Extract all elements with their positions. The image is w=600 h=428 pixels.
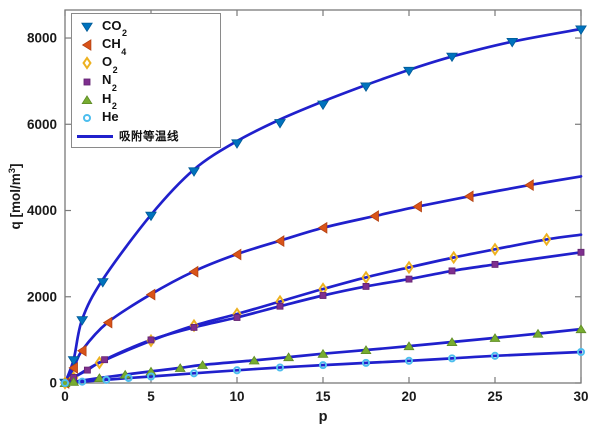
svg-text:25: 25	[487, 389, 503, 404]
legend-item-ch4: CH4	[72, 35, 220, 57]
legend-label-co2: CO2	[102, 17, 128, 39]
legend-label-h2: H2	[102, 90, 117, 112]
n2-marker-icon	[72, 74, 102, 90]
svg-text:15: 15	[315, 389, 331, 404]
svg-text:p: p	[319, 409, 328, 425]
svg-text:8000: 8000	[27, 31, 57, 46]
h2-marker-icon	[72, 92, 102, 108]
svg-text:0: 0	[61, 389, 69, 404]
legend-item-n2: N2	[72, 72, 220, 93]
fit-line-icon	[77, 134, 113, 138]
legend-label-he: He	[102, 108, 119, 124]
legend-item-co2: CO2	[72, 17, 220, 39]
legend-label-ch4: CH4	[102, 35, 127, 57]
legend-label-o2: O2	[102, 54, 118, 75]
svg-text:20: 20	[401, 389, 416, 404]
legend-label-fit: 吸附等温线	[119, 131, 179, 144]
svg-text:5: 5	[147, 389, 155, 404]
svg-text:q [mol/m3]: q [mol/m3]	[7, 163, 23, 229]
svg-text:30: 30	[573, 389, 588, 404]
svg-text:6000: 6000	[27, 117, 57, 132]
legend-item-fit-line: 吸附等温线	[72, 127, 220, 145]
legend-label-n2: N2	[102, 72, 117, 93]
svg-text:4000: 4000	[27, 203, 57, 218]
co2-marker-icon	[72, 19, 102, 35]
he-marker-icon	[72, 110, 102, 126]
ch4-marker-icon	[72, 37, 102, 53]
svg-text:10: 10	[229, 389, 244, 404]
legend-item-o2: O2	[72, 54, 220, 75]
o2-marker-icon	[72, 55, 102, 71]
legend: CO2 CH4 O2 N2 H2 He 吸附等温线	[71, 13, 221, 148]
svg-text:2000: 2000	[27, 289, 57, 304]
legend-item-h2: H2	[72, 90, 220, 112]
legend-item-he: He	[72, 109, 220, 127]
svg-text:0: 0	[49, 376, 57, 391]
